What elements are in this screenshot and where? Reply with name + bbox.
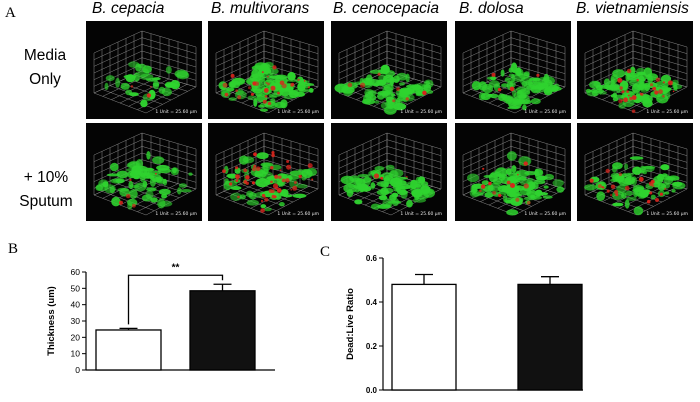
confocal-image-vietnamiensis-sputum: 1 Unit = 25.60 µm (577, 123, 693, 221)
scale-label: 1 Unit = 25.60 µm (524, 110, 566, 115)
y-tick-label: 0 (75, 365, 80, 375)
confocal-image-multivorans-media-only: 1 Unit = 25.60 µm (208, 21, 324, 119)
bar-sputum (189, 290, 256, 371)
row-label-sputum-text: + 10% Sputum (19, 169, 73, 211)
confocal-image-multivorans-sputum: 1 Unit = 25.60 µm (208, 123, 324, 221)
panel-label-c: C (320, 244, 331, 260)
confocal-image-cepacia-media-only: 1 Unit = 25.60 µm (86, 21, 202, 119)
y-tick-label: 30 (71, 316, 81, 326)
significance-label: ** (172, 262, 180, 273)
scale-label: 1 Unit = 25.60 µm (400, 110, 442, 115)
y-tick-label: 40 (71, 300, 81, 310)
y-tick-label: 0.2 (366, 342, 378, 351)
scale-label: 1 Unit = 25.60 µm (646, 212, 688, 217)
confocal-image-dolosa-sputum: 1 Unit = 25.60 µm (455, 123, 571, 221)
confocal-image-cenocepacia-media-only: 1 Unit = 25.60 µm (331, 21, 447, 119)
bar-sputum (517, 283, 583, 391)
species-label-multivorans: B. multivorans (211, 0, 310, 17)
scale-label: 1 Unit = 25.60 µm (524, 212, 566, 217)
scale-label: 1 Unit = 25.60 µm (646, 110, 688, 115)
confocal-image-cepacia-sputum: 1 Unit = 25.60 µm (86, 123, 202, 221)
confocal-image-cenocepacia-sputum: 1 Unit = 25.60 µm (331, 123, 447, 221)
thickness-bar-chart: 0 10 20 30 40 50 60 Thickness (um) ** (46, 262, 275, 375)
y-tick-label: 60 (71, 267, 81, 277)
significance-bracket (127, 274, 224, 325)
species-label-dolosa: B. dolosa (459, 0, 524, 17)
panel-label-a: A (5, 5, 16, 21)
bar-media-only (95, 329, 162, 371)
y-tick-label: 20 (71, 332, 81, 342)
scale-label: 1 Unit = 25.60 µm (400, 212, 442, 217)
species-label-cepacia: B. cepacia (92, 0, 165, 17)
y-axis-label: Thickness (um) (46, 286, 57, 356)
bar-media-only (391, 283, 457, 391)
y-tick-label: 0.4 (366, 298, 378, 307)
panel-label-b: B (8, 241, 19, 257)
scale-label: 1 Unit = 25.60 µm (155, 110, 197, 115)
scale-label: 1 Unit = 25.60 µm (277, 110, 319, 115)
scale-label: 1 Unit = 25.60 µm (155, 212, 197, 217)
species-label-vietnamiensis: B. vietnamiensis (576, 0, 689, 17)
row-label-media-only-text: Media Only (23, 47, 67, 89)
dead-live-ratio-bar-chart: 0.0 0.2 0.4 0.6 Dead:Live Ratio (345, 254, 583, 395)
y-tick-label: 0.0 (366, 386, 378, 395)
y-tick-label: 10 (71, 349, 81, 359)
scale-label: 1 Unit = 25.60 µm (277, 212, 319, 217)
row-label-media-only: Media Only (15, 44, 75, 92)
y-tick-label: 50 (71, 283, 81, 293)
confocal-image-dolosa-media-only: 1 Unit = 25.60 µm (455, 21, 571, 119)
species-label-cenocepacia: B. cenocepacia (333, 0, 439, 17)
y-axis-label: Dead:Live Ratio (345, 288, 356, 360)
confocal-image-vietnamiensis-media-only: 1 Unit = 25.60 µm (577, 21, 693, 119)
row-label-sputum: + 10% Sputum (10, 166, 82, 214)
y-tick-label: 0.6 (366, 254, 378, 263)
